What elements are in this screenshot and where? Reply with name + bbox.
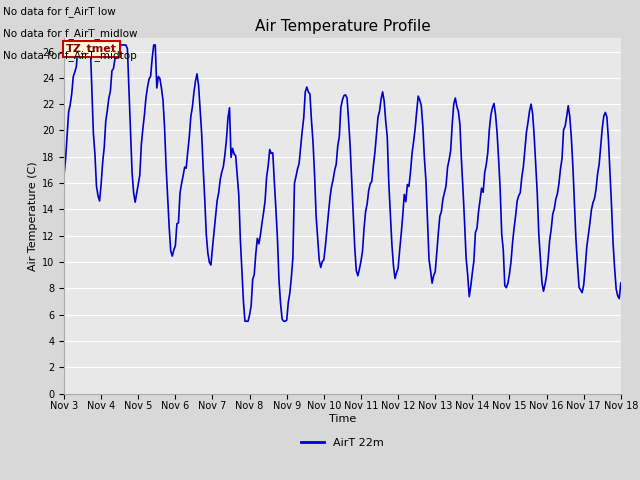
Y-axis label: Air Temperature (C): Air Temperature (C) [28, 161, 38, 271]
Legend: AirT 22m: AirT 22m [297, 433, 388, 452]
Text: No data for f_AirT_midlow: No data for f_AirT_midlow [3, 28, 138, 39]
Text: No data for f_AirT_midtop: No data for f_AirT_midtop [3, 49, 137, 60]
Text: No data for f_AirT low: No data for f_AirT low [3, 6, 116, 17]
X-axis label: Time: Time [329, 414, 356, 424]
Text: TZ_tmet: TZ_tmet [66, 44, 117, 54]
Title: Air Temperature Profile: Air Temperature Profile [255, 20, 430, 35]
